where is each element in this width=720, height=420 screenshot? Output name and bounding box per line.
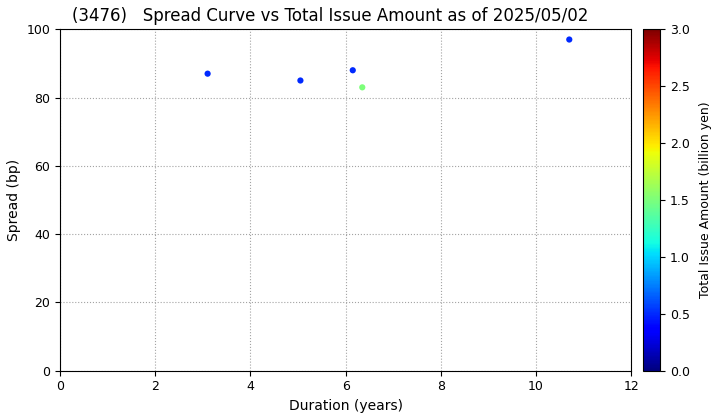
Y-axis label: Total Issue Amount (billion yen): Total Issue Amount (billion yen) [698,102,711,298]
Point [564,36,575,43]
Point [202,70,213,77]
Point [347,67,359,74]
Text: (3476)   Spread Curve vs Total Issue Amount as of 2025/05/02: (3476) Spread Curve vs Total Issue Amoun… [71,7,588,25]
Y-axis label: Spread (bp): Spread (bp) [7,159,21,241]
Point [294,77,306,84]
X-axis label: Duration (years): Duration (years) [289,399,402,413]
Point [356,84,368,91]
